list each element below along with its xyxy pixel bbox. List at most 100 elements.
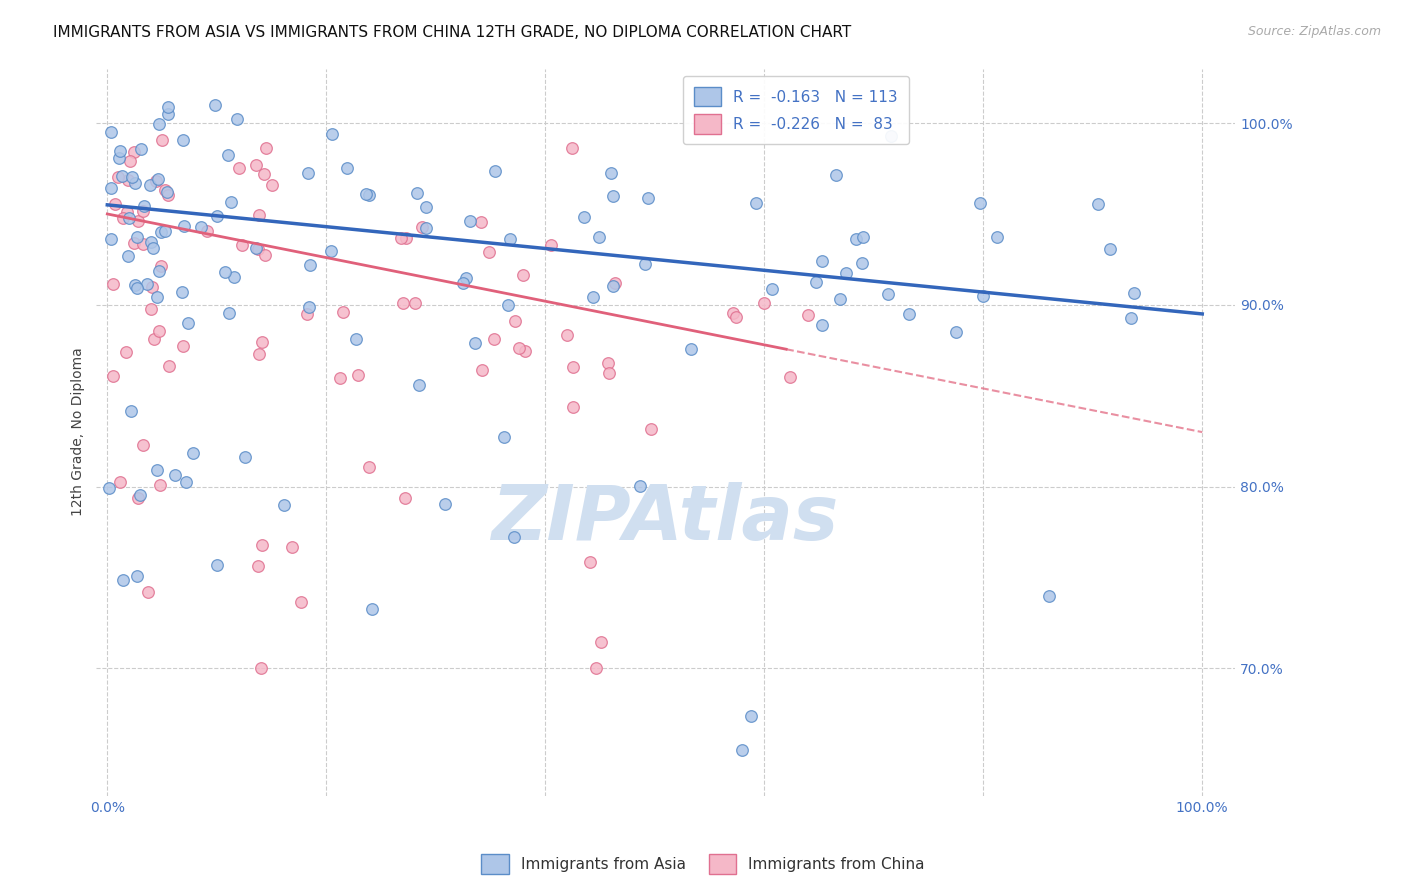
Point bbox=[219, 194, 242, 209]
Point bbox=[129, 488, 152, 502]
Point bbox=[233, 450, 256, 464]
Point bbox=[411, 219, 433, 234]
Point bbox=[731, 743, 754, 757]
Point bbox=[499, 232, 522, 246]
Point bbox=[721, 306, 744, 320]
Point bbox=[482, 332, 505, 346]
Point bbox=[174, 475, 197, 490]
Point bbox=[173, 219, 195, 233]
Point bbox=[108, 144, 131, 158]
Point bbox=[131, 438, 153, 452]
Point bbox=[779, 369, 801, 384]
Point bbox=[945, 325, 967, 339]
Point bbox=[347, 368, 370, 383]
Point bbox=[1038, 589, 1060, 603]
Point bbox=[503, 530, 526, 544]
Point bbox=[195, 224, 218, 238]
Point bbox=[115, 205, 138, 219]
Point bbox=[260, 178, 283, 192]
Point bbox=[637, 191, 659, 205]
Point bbox=[335, 161, 357, 176]
Point bbox=[118, 211, 141, 226]
Point bbox=[254, 247, 277, 261]
Point bbox=[231, 238, 253, 252]
Point bbox=[273, 498, 295, 512]
Point bbox=[745, 195, 768, 210]
Point bbox=[150, 133, 173, 147]
Point bbox=[600, 166, 623, 180]
Point bbox=[404, 295, 426, 310]
Point bbox=[415, 221, 437, 235]
Point bbox=[740, 708, 762, 723]
Point bbox=[588, 230, 610, 244]
Point bbox=[513, 343, 536, 358]
Point bbox=[121, 169, 143, 184]
Point bbox=[104, 197, 127, 211]
Point bbox=[149, 226, 172, 240]
Point bbox=[876, 287, 898, 301]
Point bbox=[125, 230, 148, 244]
Point bbox=[394, 231, 416, 245]
Point bbox=[628, 479, 651, 493]
Point bbox=[111, 211, 134, 226]
Point bbox=[295, 307, 318, 321]
Point bbox=[172, 133, 194, 147]
Point bbox=[148, 324, 170, 338]
Point bbox=[108, 151, 131, 165]
Point bbox=[141, 235, 163, 249]
Point bbox=[602, 279, 624, 293]
Point bbox=[1099, 242, 1122, 256]
Point bbox=[127, 491, 149, 506]
Point bbox=[508, 341, 530, 355]
Point bbox=[218, 306, 240, 320]
Point bbox=[150, 259, 173, 273]
Point bbox=[141, 280, 163, 294]
Point bbox=[806, 275, 828, 289]
Point bbox=[329, 371, 352, 385]
Point bbox=[127, 214, 149, 228]
Point bbox=[454, 270, 477, 285]
Point bbox=[591, 635, 613, 649]
Point bbox=[321, 244, 343, 259]
Point bbox=[222, 270, 245, 285]
Point bbox=[146, 290, 169, 304]
Y-axis label: 12th Grade, No Diploma: 12th Grade, No Diploma bbox=[72, 348, 86, 516]
Point bbox=[561, 401, 583, 415]
Point bbox=[132, 236, 155, 251]
Point bbox=[115, 345, 138, 359]
Point bbox=[562, 360, 585, 375]
Point bbox=[415, 200, 437, 214]
Point bbox=[120, 404, 142, 418]
Point bbox=[228, 161, 250, 175]
Point bbox=[585, 661, 607, 675]
Point bbox=[634, 257, 657, 271]
Point bbox=[226, 112, 249, 127]
Point bbox=[281, 540, 304, 554]
Point bbox=[118, 154, 141, 169]
Point bbox=[142, 241, 165, 255]
Point bbox=[797, 308, 820, 322]
Point bbox=[146, 463, 169, 477]
Point bbox=[205, 558, 228, 573]
Point bbox=[252, 538, 274, 552]
Point bbox=[969, 196, 991, 211]
Point bbox=[555, 327, 578, 342]
Point bbox=[135, 277, 157, 291]
Point bbox=[253, 168, 276, 182]
Point bbox=[127, 568, 149, 582]
Point bbox=[852, 230, 875, 244]
Point bbox=[503, 314, 526, 328]
Point bbox=[155, 183, 177, 197]
Point bbox=[205, 209, 228, 223]
Point bbox=[156, 185, 179, 199]
Point bbox=[356, 187, 378, 202]
Point bbox=[598, 366, 620, 380]
Point bbox=[579, 555, 602, 569]
Point bbox=[321, 127, 343, 141]
Point bbox=[897, 308, 920, 322]
Point bbox=[124, 278, 146, 293]
Point bbox=[752, 296, 775, 310]
Point bbox=[177, 316, 200, 330]
Point bbox=[125, 281, 148, 295]
Point bbox=[134, 199, 156, 213]
